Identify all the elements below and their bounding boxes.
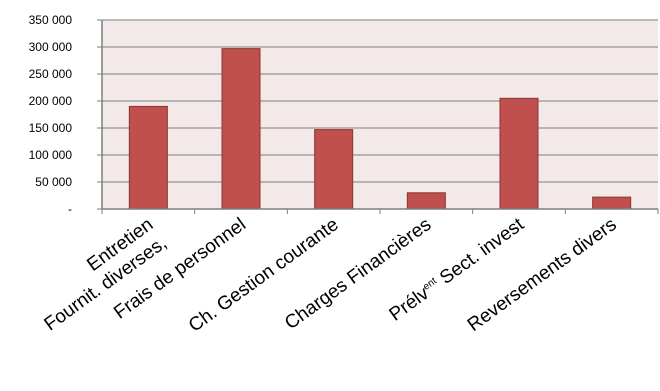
x-category-label: Reversements divers	[464, 214, 621, 336]
bar	[314, 129, 354, 210]
y-tick-label: 200 000	[29, 94, 73, 108]
bar	[592, 196, 632, 210]
plot-area	[102, 20, 658, 209]
label-part: Sect. invest	[432, 214, 529, 292]
y-tick-label: 100 000	[29, 148, 73, 162]
bar	[406, 192, 446, 210]
y-tick-label: 150 000	[29, 121, 73, 135]
y-axis-ticks: - 50 000 100 000 150 000 200 000 250 000 300 0…	[29, 13, 102, 216]
y-tick-label: 50 000	[35, 175, 72, 189]
bar	[221, 48, 261, 210]
y-tick-label: 300 000	[29, 40, 73, 54]
bar	[128, 105, 168, 210]
y-tick-label: 350 000	[29, 13, 73, 27]
gridlines	[102, 19, 658, 183]
x-category-label: Ch. Gestion courante	[185, 214, 343, 337]
y-tick-label: -	[68, 202, 72, 216]
x-category-label-text: Reversements divers	[464, 214, 621, 336]
y-tick-label: 250 000	[29, 67, 73, 81]
x-category-label-text: Ch. Gestion courante	[185, 214, 343, 337]
bar	[499, 97, 539, 210]
